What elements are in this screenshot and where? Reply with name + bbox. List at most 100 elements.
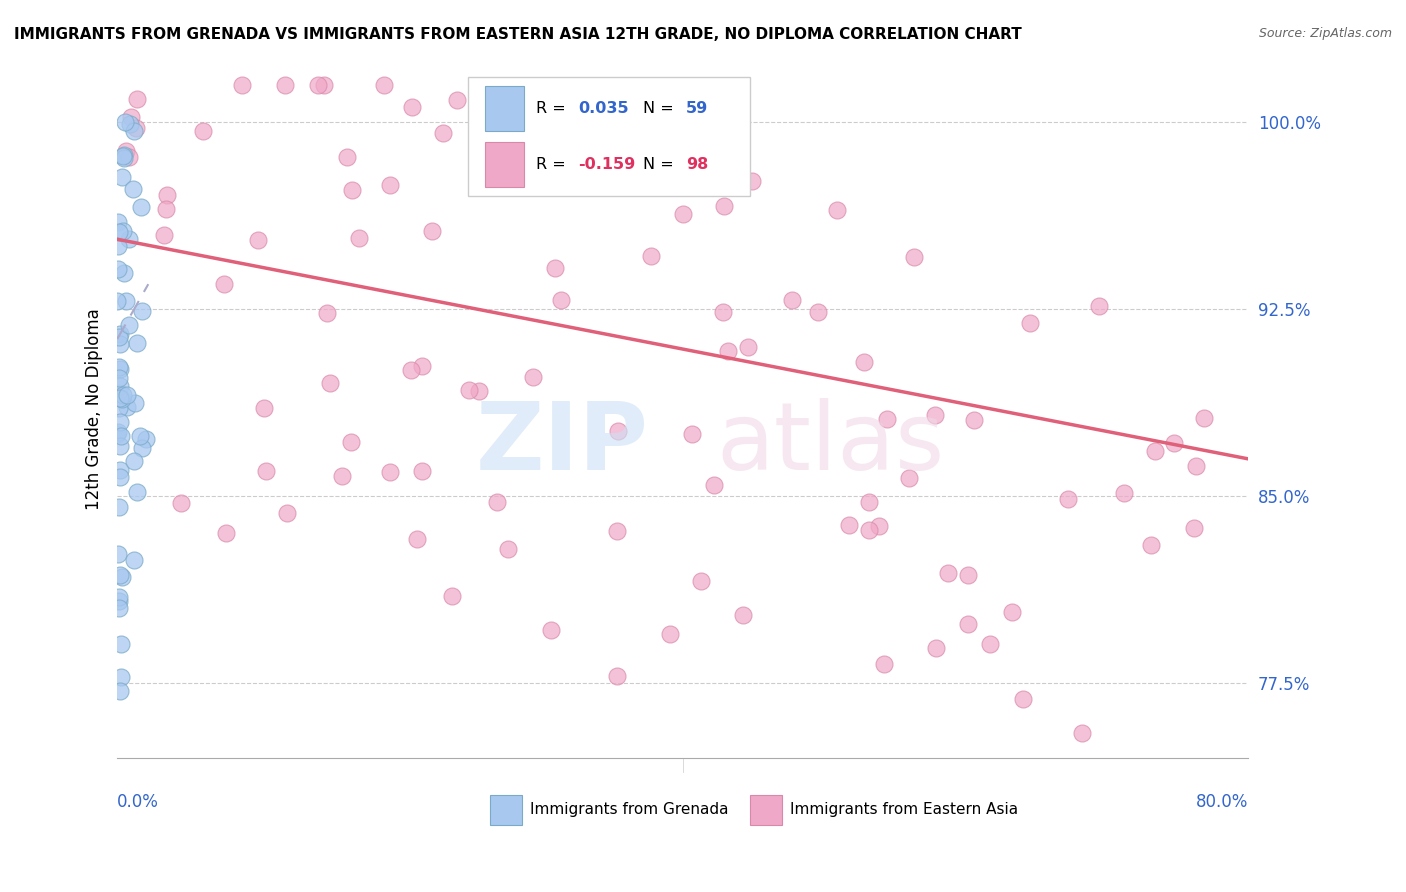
- Point: [673, 165, 696, 179]
- Point: [1071, 726, 1094, 740]
- Bar: [485, 142, 524, 187]
- Point: [307, 78, 329, 92]
- Point: [108, 401, 131, 416]
- Point: [703, 143, 725, 157]
- Point: [118, 150, 141, 164]
- Point: [606, 424, 628, 438]
- Point: [498, 541, 520, 556]
- Point: [522, 369, 544, 384]
- Point: [838, 518, 860, 533]
- Point: [111, 392, 134, 407]
- Point: [107, 371, 129, 385]
- Point: [131, 304, 153, 318]
- Point: [114, 115, 136, 129]
- Bar: [751, 796, 782, 824]
- Point: [110, 567, 132, 582]
- Point: [640, 249, 662, 263]
- Point: [1112, 485, 1135, 500]
- Text: R =: R =: [536, 157, 571, 172]
- Point: [441, 589, 464, 603]
- Point: [108, 416, 131, 430]
- Point: [446, 93, 468, 107]
- Point: [420, 224, 443, 238]
- Point: [876, 412, 898, 426]
- Point: [107, 239, 129, 253]
- Point: [315, 306, 337, 320]
- FancyBboxPatch shape: [468, 77, 751, 196]
- Point: [212, 277, 235, 292]
- Point: [215, 526, 238, 541]
- Point: [115, 293, 138, 308]
- Point: [110, 670, 132, 684]
- Point: [156, 187, 179, 202]
- Point: [780, 293, 803, 307]
- Point: [125, 335, 148, 350]
- Point: [925, 640, 948, 655]
- Point: [936, 566, 959, 580]
- Point: [122, 123, 145, 137]
- Point: [107, 590, 129, 604]
- Point: [380, 178, 402, 192]
- Point: [108, 463, 131, 477]
- Point: [979, 637, 1001, 651]
- Point: [544, 261, 567, 276]
- Point: [115, 145, 138, 159]
- Point: [108, 337, 131, 351]
- Point: [340, 435, 363, 450]
- Point: [108, 593, 131, 607]
- Point: [135, 432, 157, 446]
- Point: [107, 425, 129, 440]
- Point: [858, 523, 880, 537]
- Point: [853, 355, 876, 369]
- Point: [107, 215, 129, 229]
- Point: [537, 153, 560, 168]
- Point: [108, 470, 131, 484]
- Point: [924, 409, 946, 423]
- Point: [903, 250, 925, 264]
- Point: [112, 388, 135, 402]
- Text: IMMIGRANTS FROM GRENADA VS IMMIGRANTS FROM EASTERN ASIA 12TH GRADE, NO DIPLOMA C: IMMIGRANTS FROM GRENADA VS IMMIGRANTS FR…: [14, 27, 1022, 42]
- Point: [110, 428, 132, 442]
- Text: Source: ZipAtlas.com: Source: ZipAtlas.com: [1258, 27, 1392, 40]
- Point: [122, 552, 145, 566]
- Point: [111, 570, 134, 584]
- Point: [254, 464, 277, 478]
- Point: [406, 533, 429, 547]
- Point: [432, 127, 454, 141]
- Point: [105, 427, 128, 442]
- Point: [276, 506, 298, 520]
- Text: 98: 98: [686, 157, 709, 172]
- Point: [540, 623, 562, 637]
- Text: R =: R =: [536, 101, 571, 116]
- Point: [107, 500, 129, 514]
- Point: [659, 627, 682, 641]
- Point: [485, 495, 508, 509]
- Point: [1163, 436, 1185, 450]
- Point: [118, 117, 141, 131]
- Point: [1192, 411, 1215, 425]
- Point: [125, 121, 148, 136]
- Point: [634, 169, 657, 183]
- Point: [399, 362, 422, 376]
- Point: [111, 149, 134, 163]
- Point: [1012, 692, 1035, 706]
- Point: [153, 227, 176, 242]
- Text: atlas: atlas: [717, 398, 945, 490]
- Point: [112, 147, 135, 161]
- Point: [1182, 521, 1205, 535]
- Text: 0.0%: 0.0%: [117, 793, 159, 811]
- Point: [319, 376, 342, 390]
- Text: 0.035: 0.035: [578, 101, 628, 116]
- Point: [868, 518, 890, 533]
- Point: [411, 359, 433, 373]
- Point: [124, 454, 146, 468]
- Point: [858, 495, 880, 509]
- Point: [340, 183, 363, 197]
- Point: [1184, 459, 1206, 474]
- Point: [550, 293, 572, 307]
- Point: [703, 478, 725, 492]
- Point: [253, 401, 276, 415]
- Point: [401, 100, 423, 114]
- Point: [191, 123, 214, 137]
- Point: [373, 78, 395, 92]
